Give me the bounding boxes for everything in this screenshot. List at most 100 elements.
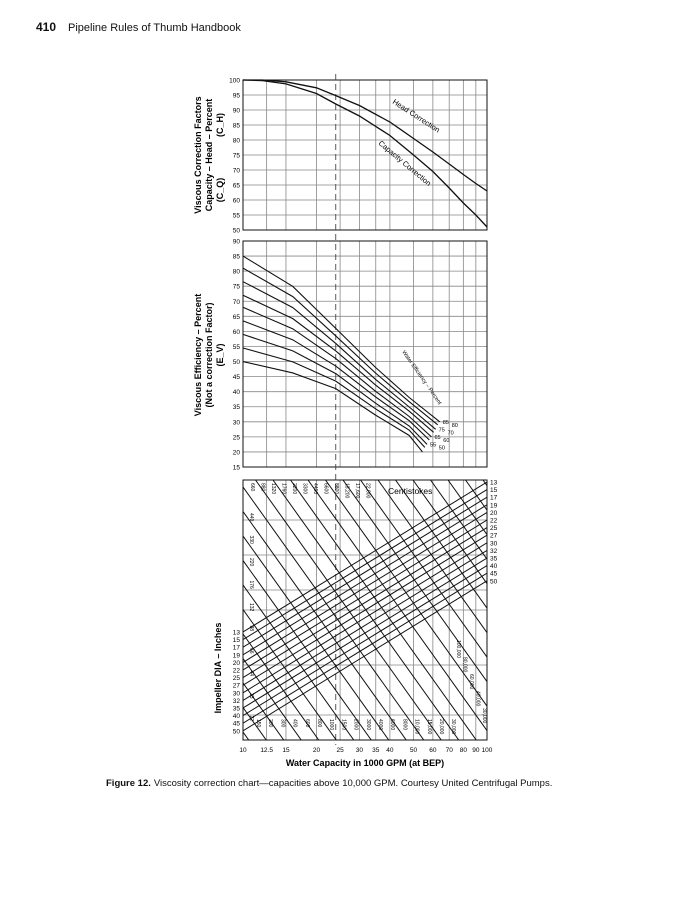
impeller-dia-line bbox=[243, 549, 487, 701]
viscosity-bottom-label: 4000 bbox=[377, 719, 383, 730]
impeller-left-tick: 40 bbox=[233, 713, 241, 720]
panel-border bbox=[242, 240, 488, 468]
viscosity-bottom-label: 6000 bbox=[389, 719, 395, 730]
viscosity-top-label: 13,200 bbox=[344, 483, 350, 499]
viscosity-right-label: 60,000 bbox=[468, 674, 474, 690]
viscosity-line bbox=[243, 657, 302, 740]
viscosity-right-label: 100,000 bbox=[455, 640, 461, 658]
viscosity-top-label: 880 bbox=[260, 483, 266, 492]
viscosity-line bbox=[243, 584, 355, 740]
viscosity-left-label: 33 bbox=[248, 693, 254, 699]
top-y-axis-title-cq: (C_Q) bbox=[215, 178, 225, 203]
impeller-dia-line bbox=[243, 534, 487, 686]
centistokes-label: Centistokes bbox=[388, 486, 432, 496]
impeller-dia-line bbox=[243, 489, 487, 641]
viscosity-right-label: 30,000 bbox=[481, 708, 487, 724]
y-tick-label: 20 bbox=[233, 449, 241, 456]
y-tick-label: 100 bbox=[229, 78, 240, 85]
head-correction-label: Head Correction bbox=[391, 97, 442, 134]
panel-border bbox=[242, 79, 488, 231]
viscosity-line bbox=[342, 480, 487, 683]
impeller-left-tick: 50 bbox=[233, 728, 241, 735]
viscosity-right-label: 40,000 bbox=[475, 691, 481, 707]
impeller-right-tick: 27 bbox=[490, 533, 498, 540]
caption-text: Viscosity correction chart—capacities ab… bbox=[153, 778, 553, 789]
y-tick-label: 25 bbox=[233, 434, 241, 441]
impeller-right-tick: 30 bbox=[490, 540, 498, 547]
impeller-dia-line bbox=[243, 481, 487, 633]
x-tick-label: 25 bbox=[336, 747, 344, 754]
impeller-left-tick: 15 bbox=[233, 637, 241, 644]
middle-y-axis-title: (Not a correction Factor) bbox=[204, 302, 214, 407]
efficiency-curve-label: 50 bbox=[439, 445, 445, 451]
viscosity-top-label: 1320 bbox=[270, 483, 276, 494]
y-tick-label: 65 bbox=[233, 314, 241, 321]
x-tick-label: 30 bbox=[356, 747, 364, 754]
y-tick-label: 90 bbox=[233, 108, 241, 115]
efficiency-curve bbox=[242, 360, 423, 453]
impeller-left-tick: 27 bbox=[233, 683, 241, 690]
viscosity-line bbox=[412, 480, 487, 585]
viscosity-left-label: 44 bbox=[248, 671, 254, 677]
y-tick-label: 50 bbox=[233, 228, 241, 235]
viscosity-top-label: 22,000 bbox=[365, 483, 371, 499]
impeller-left-tick: 17 bbox=[233, 645, 241, 652]
viscosity-bottom-label: 10,000 bbox=[414, 719, 420, 735]
viscosity-line bbox=[255, 480, 442, 740]
viscosity-left-label: 66 bbox=[248, 648, 254, 654]
impeller-dia-line bbox=[243, 504, 487, 656]
viscosity-top-label: 660 bbox=[249, 483, 255, 492]
efficiency-curve-label: 75 bbox=[439, 427, 445, 433]
viscosity-left-label: 22 bbox=[248, 716, 254, 722]
viscosity-line bbox=[377, 480, 487, 634]
impeller-left-tick: 35 bbox=[233, 706, 241, 713]
impeller-right-tick: 13 bbox=[490, 480, 498, 487]
viscosity-line bbox=[243, 682, 285, 740]
viscosity-bottom-label: 20,000 bbox=[438, 719, 444, 735]
efficiency-curve-label: 65 bbox=[434, 435, 440, 441]
impeller-left-tick: 30 bbox=[233, 690, 241, 697]
impeller-left-tick: 25 bbox=[233, 675, 241, 682]
viscosity-bottom-label: 1000 bbox=[328, 719, 334, 730]
viscosity-line bbox=[395, 480, 487, 609]
viscosity-line bbox=[243, 510, 407, 740]
impeller-dia-line bbox=[243, 527, 487, 679]
viscosity-top-label: 2200 bbox=[291, 483, 297, 494]
x-tick-label: 60 bbox=[429, 747, 437, 754]
x-tick-label: 80 bbox=[460, 747, 468, 754]
viscosity-line bbox=[360, 480, 487, 658]
y-tick-label: 35 bbox=[233, 404, 241, 411]
y-tick-label: 50 bbox=[233, 359, 241, 366]
impeller-right-tick: 35 bbox=[490, 556, 498, 563]
impeller-right-tick: 45 bbox=[490, 571, 498, 578]
top-y-axis-title: Viscous Correction Factors bbox=[193, 96, 203, 213]
impeller-right-tick: 50 bbox=[490, 578, 498, 585]
y-tick-label: 85 bbox=[233, 254, 241, 261]
impeller-left-tick: 20 bbox=[233, 660, 241, 667]
viscosity-line bbox=[325, 480, 487, 707]
x-tick-label: 15 bbox=[282, 747, 290, 754]
efficiency-curve-label: 85 bbox=[443, 420, 449, 426]
impeller-dia-line bbox=[243, 496, 487, 648]
middle-y-axis-title: Viscous Efficiency – Percent bbox=[193, 294, 203, 416]
viscosity-line bbox=[243, 535, 390, 740]
efficiency-curve bbox=[242, 320, 430, 441]
efficiency-curve bbox=[242, 281, 437, 430]
y-tick-label: 15 bbox=[233, 465, 241, 472]
impeller-left-tick: 13 bbox=[233, 630, 241, 637]
viscosity-top-label: 4400 bbox=[312, 483, 318, 494]
x-tick-label: 40 bbox=[386, 747, 394, 754]
page-header: 410 Pipeline Rules of Thumb Handbook bbox=[36, 20, 241, 34]
impeller-right-tick: 32 bbox=[490, 548, 498, 555]
impeller-right-tick: 19 bbox=[490, 502, 498, 509]
y-tick-label: 75 bbox=[233, 153, 241, 160]
viscosity-bottom-label: 3000 bbox=[365, 719, 371, 730]
figure-caption: Figure 12. Viscosity correction chart—cap… bbox=[106, 778, 552, 789]
y-tick-label: 80 bbox=[233, 138, 241, 145]
y-tick-label: 60 bbox=[233, 329, 241, 336]
impeller-dia-line bbox=[243, 565, 487, 717]
y-tick-label: 65 bbox=[233, 183, 241, 190]
efficiency-curve-label: 55 bbox=[430, 442, 436, 448]
viscosity-bottom-label: 800 bbox=[316, 719, 322, 728]
viscosity-left-label: 220 bbox=[248, 558, 254, 567]
